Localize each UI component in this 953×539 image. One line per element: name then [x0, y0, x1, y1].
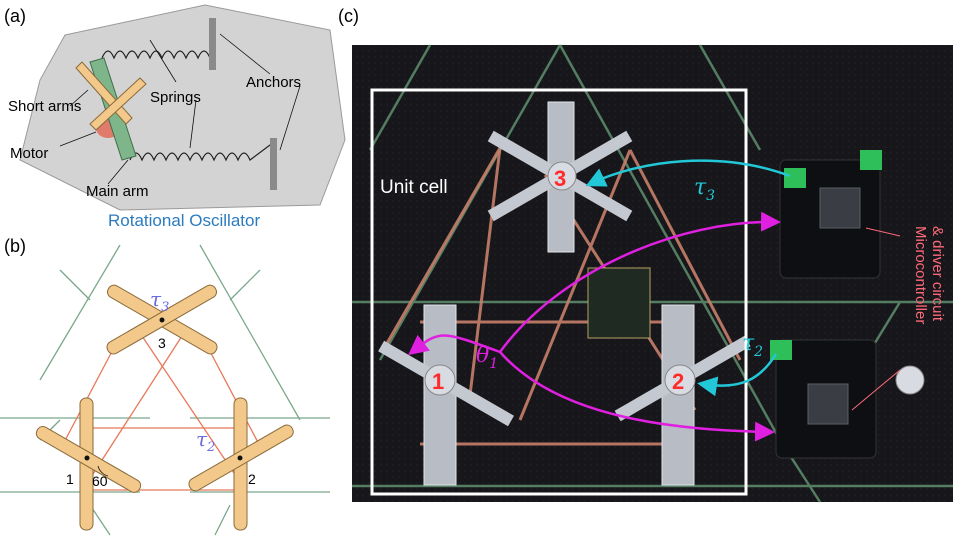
- photo-num-2: 2: [672, 369, 684, 394]
- photo-num-1: 1: [432, 369, 444, 394]
- anchor-top: [209, 18, 216, 70]
- label-springs: Springs: [150, 89, 201, 106]
- mcu-leader-top: [865, 227, 901, 237]
- base-plate: [19, 4, 346, 211]
- panel-b-tag: (b): [4, 236, 26, 256]
- leader-springs-1: [149, 39, 177, 83]
- panel-b: (b): [0, 236, 330, 536]
- node-label-2: 2: [248, 471, 256, 487]
- tau2-label: τ2: [742, 331, 763, 360]
- photo-oscillator-3: [487, 101, 633, 253]
- photo-terminal-top-2: [860, 150, 882, 170]
- photo-hub-1: [424, 364, 456, 396]
- oscillator-2: [188, 397, 294, 531]
- photo-num-3: 3: [554, 166, 566, 191]
- label-anchors: Anchors: [246, 74, 301, 91]
- oscillator-3: [106, 284, 218, 355]
- node-label-3: 3: [158, 335, 166, 351]
- tau3-label: τ3: [694, 175, 715, 204]
- pivot-3: [159, 317, 165, 323]
- unit-cell-label: Unit cell: [380, 177, 448, 198]
- mcu-label: Microcontroller & driver circuit: [912, 226, 946, 324]
- label-motor: Motor: [10, 145, 48, 162]
- leader-motor: [59, 131, 97, 147]
- oscillator-1: [35, 397, 142, 531]
- panel-c-tag: (c): [338, 6, 359, 26]
- photo-center-board: [587, 267, 651, 339]
- angle-arc: [97, 465, 109, 477]
- photo-mcu-chip-top: [819, 187, 861, 229]
- theta-arrow-bottom: [499, 351, 775, 442]
- unit-cell-box: [370, 88, 748, 496]
- mcu-label-line1: Microcontroller: [912, 226, 929, 324]
- node-label-1: 1: [66, 471, 74, 487]
- leader-anchors-2: [279, 85, 301, 151]
- leader-springs-2: [189, 99, 197, 149]
- panel-a-tag: (a): [4, 6, 26, 26]
- photo-hub-neighbor: [895, 365, 925, 395]
- theta-arrow-left: [408, 334, 501, 356]
- panel-c: (c): [338, 6, 953, 503]
- tau2-arrow: [697, 353, 778, 397]
- leader-main-arm: [107, 159, 129, 185]
- leader-anchors-1: [219, 33, 271, 75]
- spring-bottom: [129, 141, 275, 162]
- short-arm-2: [89, 77, 147, 131]
- leader-short-arms: [69, 89, 89, 107]
- mcu-label-line2: & driver circuit: [929, 226, 946, 322]
- tau3-arrow: [585, 159, 791, 187]
- label-short-arms: Short arms: [8, 98, 81, 115]
- photo-hub-2: [664, 364, 696, 396]
- anchor-bottom: [270, 138, 277, 190]
- photo-terminal-top: [784, 168, 806, 188]
- caption-rotational-oscillator: Rotational Oscillator: [108, 211, 260, 230]
- theta-arrow-top: [498, 211, 781, 353]
- pivot-1: [84, 455, 90, 461]
- mcu-leader-bottom: [851, 369, 901, 411]
- angle-label: 60: [92, 473, 108, 489]
- pivot-2: [237, 455, 243, 461]
- photo-green-lines: [352, 44, 953, 503]
- tau2-symbol: τ2: [196, 427, 215, 455]
- photo-mcu-chip-bottom: [807, 383, 849, 425]
- photo-oscillator-2: [614, 304, 751, 486]
- panel-a: (a) Short arms Springs Anchors Motor Mai…: [4, 4, 346, 230]
- theta1-label: θ1: [476, 343, 498, 372]
- label-main-arm: Main arm: [86, 183, 149, 200]
- green-lattice: [0, 244, 330, 536]
- photo-hub-3: [547, 161, 577, 191]
- tau3-symbol: τ3: [150, 287, 169, 315]
